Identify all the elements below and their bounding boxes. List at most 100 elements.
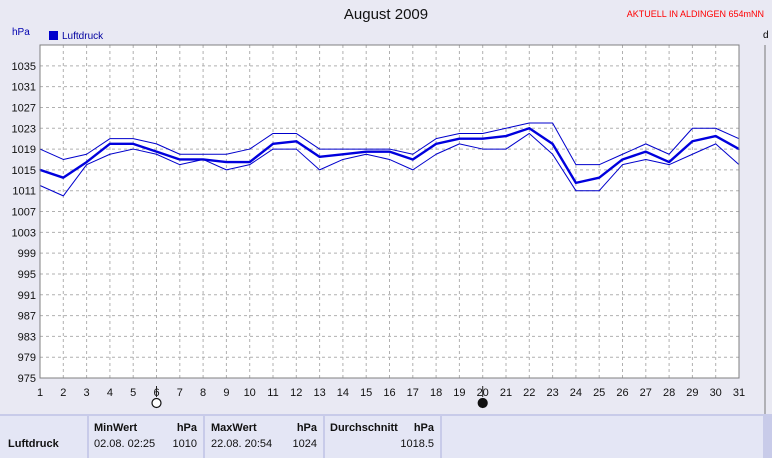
data-point [458,137,461,140]
y-tick-label: 1031 [12,82,36,94]
x-tick-label: 14 [337,387,349,399]
min-time: 02.08. 02:25 [94,438,156,450]
stats-row-label: Luftdruck [8,438,59,450]
x-tick-label: 3 [84,387,90,399]
y-tick-label: 1023 [12,123,36,135]
pressure-chart: 9759799839879919959991003100710111015101… [12,44,766,414]
data-point [645,150,647,153]
y-tick-label: 987 [18,311,36,323]
y-tick-label: 1007 [12,207,36,219]
avg-unit: hPa [413,422,434,434]
min-unit: hPa [176,422,197,434]
x-tick-label: 10 [244,387,256,399]
data-point [435,143,437,145]
x-tick-label: 28 [663,387,675,399]
x-tick-label: 23 [546,387,558,399]
x-tick-label: 4 [107,387,113,399]
chart-title: August 2009 [343,6,429,23]
stats-label-cell: Luftdruck [0,416,87,458]
y-tick-label: 979 [18,352,36,364]
x-tick-label: 17 [407,387,419,399]
stats-empty-cell [442,416,763,458]
data-point [342,153,344,156]
full-moon-icon [151,397,162,409]
data-point [248,161,251,163]
location-notice: AKTUELL IN ALDINGEN 654mNN [626,9,764,19]
data-point [155,150,158,153]
x-tick-label: 11 [267,387,278,399]
data-point [179,158,181,161]
y-tick-label: 1027 [12,102,36,114]
x-tick-label: 22 [523,387,535,399]
x-tick-label: 24 [570,387,582,399]
y-axis-unit: hPa [12,27,30,38]
x-tick-label: 8 [200,387,206,399]
x-tick-label: 12 [290,387,302,399]
x-tick-label: 21 [500,387,512,399]
data-point [225,161,228,163]
series-layer [39,122,740,197]
x-tick-label: 18 [430,387,442,399]
y-tick-label: 991 [18,290,36,302]
y-tick-label: 1015 [12,165,36,177]
x-tick-label: 26 [616,387,628,399]
x-tick-label: 16 [383,387,395,399]
y-tick-label: 1011 [12,186,36,198]
y-tick-label: 1003 [12,227,36,239]
legend-swatch [49,31,58,40]
data-point [132,143,134,145]
data-point [318,156,321,158]
data-point [412,158,414,161]
x-tick-label: 2 [60,387,66,399]
data-point [62,176,65,179]
avg-header: Durchschnitt [330,422,398,434]
x-tick-label: 1 [37,387,43,399]
data-point [668,161,670,163]
y-tick-label: 975 [18,373,36,385]
data-point [365,150,368,153]
max-time: 22.08. 20:54 [211,438,273,450]
data-point [481,137,484,140]
data-point [388,150,391,153]
y-tick-label: 983 [18,331,36,343]
max-unit: hPa [296,422,317,434]
grid [39,45,740,379]
moon-phase-markers [151,386,488,409]
data-point [85,161,88,163]
x-tick-label: 30 [710,387,722,399]
stats-avg-cell: Durchschnitt hPa 1018.5 [325,416,440,458]
right-axis-label: d [763,30,769,41]
x-tick-label: 7 [177,387,183,399]
data-point [598,176,600,179]
data-point [575,182,577,184]
y-tick-label: 995 [18,269,36,281]
y-tick-label: 1035 [12,61,36,73]
x-tick-label: 25 [593,387,605,399]
data-point [272,143,274,145]
data-point [109,143,111,145]
x-tick-label: 19 [453,387,465,399]
x-tick-label: 27 [640,387,652,399]
x-tick-label: 13 [313,387,325,399]
data-point [621,158,624,161]
data-point [295,140,298,143]
min-value: 1010 [172,438,197,450]
x-tick-label: 31 [733,387,745,399]
legend-label: Luftdruck [62,31,104,42]
data-point [528,127,531,130]
min-header: MinWert [94,422,138,434]
x-tick-label: 29 [686,387,698,399]
data-point [691,140,694,143]
max-value: 1024 [292,438,317,450]
y-tick-label: 1019 [12,144,36,156]
series-line-max [39,122,740,166]
series-line-min [39,132,740,197]
data-point [551,143,554,145]
max-header: MaxWert [211,422,257,434]
tick-labels: 9759799839879919959991003100710111015101… [12,61,746,399]
data-point [714,135,717,137]
statistics-table: Luftdruck MinWert hPa 02.08. 02:25 1010 … [0,414,772,458]
avg-value: 1018.5 [400,438,434,450]
x-tick-label: 15 [360,387,372,399]
new-moon-icon [477,397,488,409]
